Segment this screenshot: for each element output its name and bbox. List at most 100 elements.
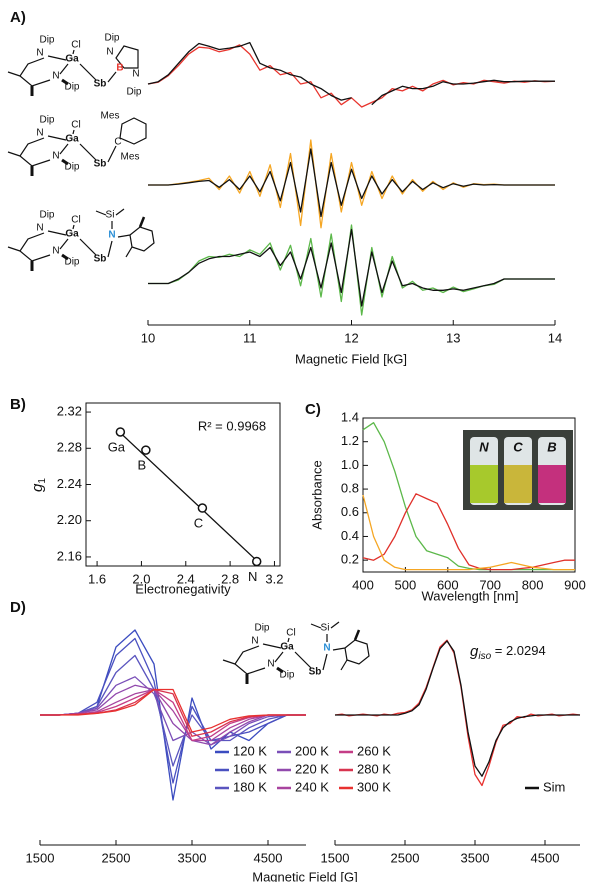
atom-label: Dip: [254, 623, 269, 634]
bond: [107, 240, 113, 258]
atom-label: Si: [106, 210, 115, 221]
data-point: [251, 556, 262, 567]
atom-label: N: [251, 636, 258, 647]
point-label: C: [194, 515, 203, 530]
panel-label: A): [10, 9, 26, 26]
x-axis-label: Magnetic Field [kG]: [295, 351, 407, 366]
bond: [47, 55, 67, 61]
x-tick-label: 500: [395, 577, 417, 592]
bond: [262, 643, 282, 649]
symbol: g: [29, 483, 46, 492]
x-tick-label: 3.2: [265, 571, 283, 586]
atom-label: Dip: [39, 210, 54, 221]
x-tick-label: 900: [564, 577, 586, 592]
atom-label: N: [36, 48, 43, 59]
structure: Dip N Cl Ga N Dip Sb Si N: [222, 621, 370, 684]
y-axis-label: g1: [29, 478, 48, 492]
bond: [19, 57, 51, 87]
symbol: g: [470, 643, 479, 660]
x-axis-label: Electronegativity: [135, 581, 231, 596]
bond: [340, 659, 348, 671]
inset-label: B: [547, 439, 556, 454]
point-label: Ga: [108, 439, 126, 454]
x-tick-label: 13: [446, 330, 460, 345]
bond: [59, 238, 69, 250]
x-tick-label: 2500: [102, 850, 131, 865]
atom-label: Cl: [71, 120, 80, 131]
atom-label: Dip: [39, 35, 54, 46]
x-tick-label: 2.8: [221, 571, 239, 586]
bond: [72, 49, 75, 55]
atom-label: N: [36, 128, 43, 139]
bond: [330, 621, 340, 629]
data-point: [197, 503, 208, 513]
spectrum-line: [335, 640, 580, 777]
vial-liquid: [470, 465, 498, 503]
bond: [79, 143, 97, 161]
bond: [79, 63, 97, 81]
bond: [119, 117, 147, 145]
bond: [61, 158, 69, 166]
vial-liquid: [538, 465, 566, 503]
x-tick-label: 1500: [321, 850, 350, 865]
x-tick-label: 14: [548, 330, 562, 345]
y-tick-label: 2.24: [57, 476, 82, 491]
subscript: 1: [37, 478, 48, 484]
atom-label: Cl: [286, 628, 295, 639]
x-axis-label: Wavelength [nm]: [421, 588, 518, 603]
y-tick-label: 0.4: [341, 528, 359, 543]
spectrum-line: [147, 41, 555, 106]
annotation: giso = 2.0294: [470, 643, 546, 662]
x-tick-label: 2.4: [177, 571, 195, 586]
atom-label: Sb: [94, 254, 107, 265]
bond: [61, 78, 69, 86]
bond: [276, 666, 284, 674]
legend-label: 180 K: [233, 779, 267, 794]
atom-label: N: [36, 223, 43, 234]
legend-label: 220 K: [295, 761, 329, 776]
bond: [59, 63, 69, 75]
data-point: [115, 427, 126, 437]
bond: [72, 224, 75, 230]
atom-label: N: [106, 47, 113, 58]
spectrum-line: [148, 139, 555, 229]
x-tick-label: 11: [243, 330, 257, 345]
x-tick-label: 2.0: [132, 571, 150, 586]
inset-label: C: [513, 439, 523, 454]
x-tick-label: 3500: [178, 850, 207, 865]
legend-label: 200 K: [295, 743, 329, 758]
y-tick-label: 1.2: [341, 433, 359, 448]
x-tick-label: 4500: [531, 850, 560, 865]
panel-label: C): [305, 401, 321, 418]
y-axis-label: Absorbance: [309, 460, 324, 529]
inset-label: N: [479, 439, 489, 454]
y-tick-label: 0.6: [341, 504, 359, 519]
atom-label: N: [52, 151, 59, 162]
atom-label: N: [108, 230, 115, 241]
bond: [19, 232, 51, 262]
atom-label: N: [267, 659, 274, 670]
bond: [332, 647, 346, 651]
bond: [47, 135, 67, 141]
bond: [117, 234, 131, 238]
atom-label: Dip: [39, 115, 54, 126]
atom-label: Dip: [64, 82, 79, 93]
panel-label: D): [10, 599, 26, 616]
value: = 2.0294: [491, 643, 546, 658]
bond: [61, 253, 69, 261]
bond: [107, 145, 117, 163]
spectrum-line: [362, 494, 575, 571]
atom-label: N: [52, 71, 59, 82]
bond: [79, 238, 97, 256]
spectrum-line: [362, 422, 575, 571]
spectrum-line: [40, 688, 306, 733]
bond: [310, 623, 322, 629]
bond: [7, 246, 21, 252]
x-axis-label: Magnetic Field [G]: [252, 869, 358, 882]
fit-line: [119, 432, 258, 562]
bond: [274, 651, 284, 663]
bond: [125, 246, 133, 258]
bond: [322, 653, 328, 671]
spectrum-line: [40, 684, 306, 746]
